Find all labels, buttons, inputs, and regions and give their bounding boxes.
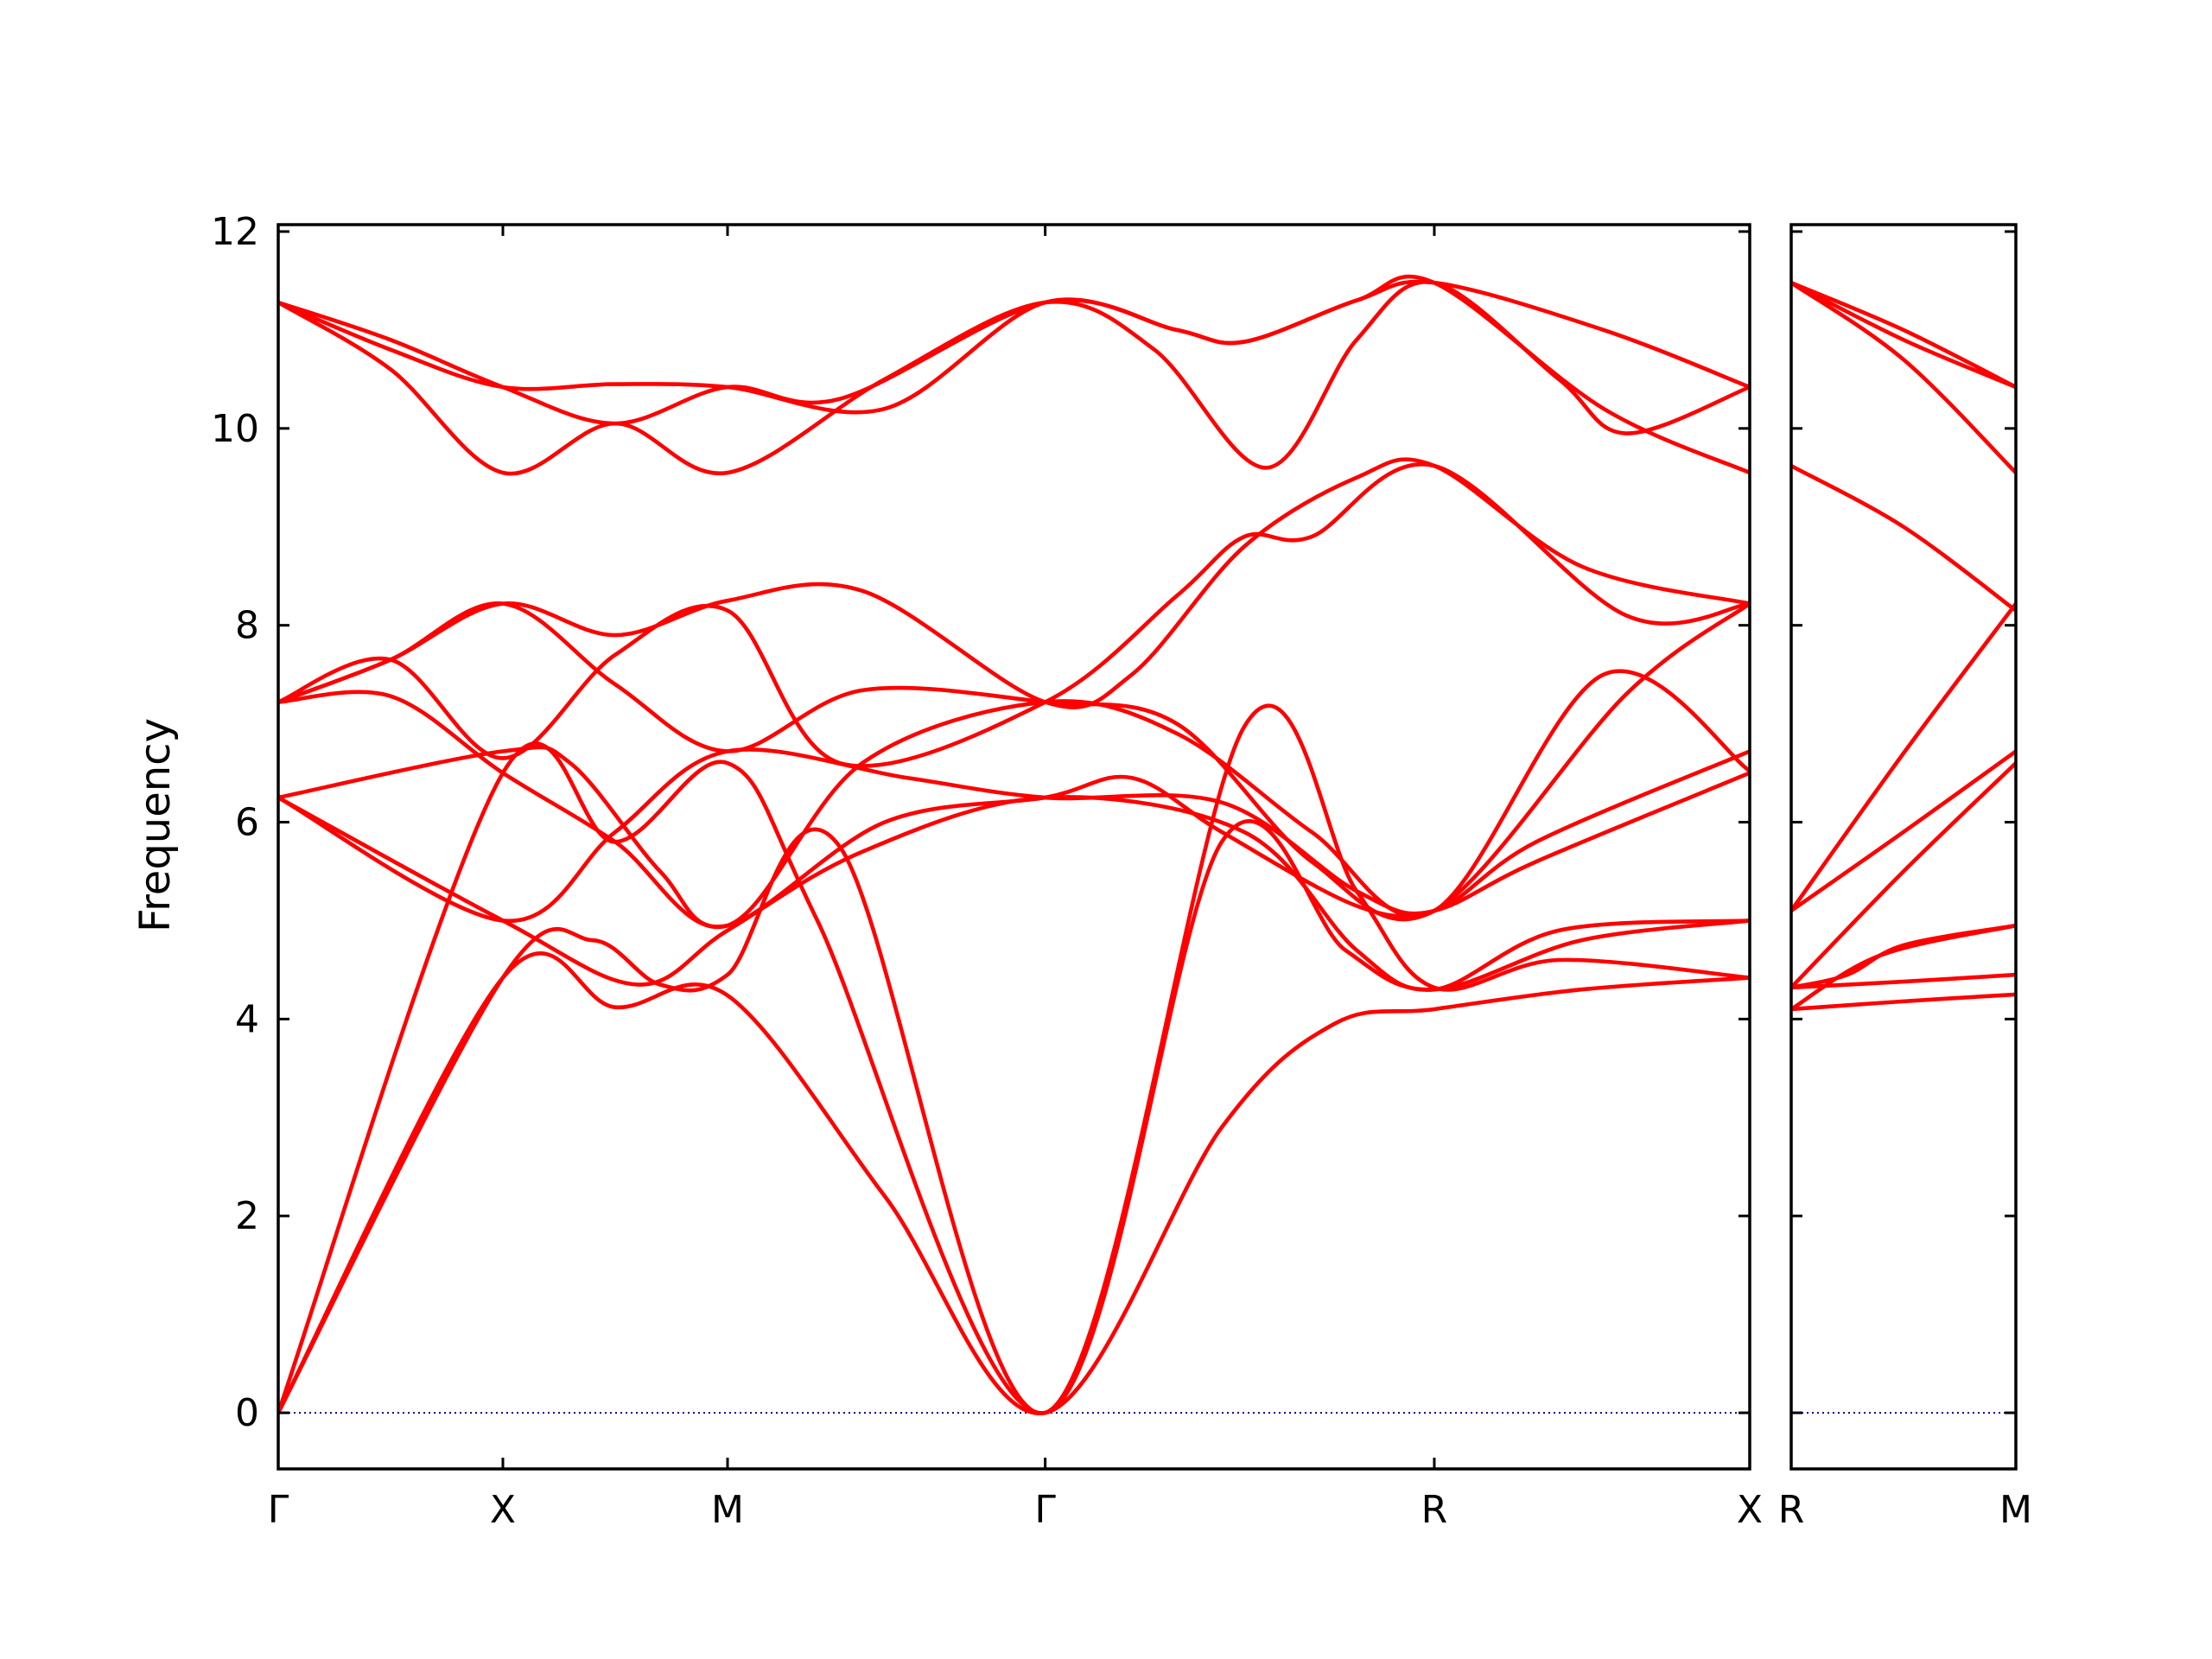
y-tick-label: 12 <box>211 210 259 254</box>
band-line-4 <box>1791 923 2016 990</box>
x-tick-label: M <box>1999 1488 2032 1532</box>
band-line-2 <box>1791 972 2016 990</box>
plot-frame <box>1789 223 2018 1471</box>
band-series-group <box>1791 280 2016 1012</box>
x-tick-label: R <box>1421 1488 1448 1532</box>
main-panel: 0 2 4 6 8 10 12 Γ X M Γ R X <box>211 210 1763 1532</box>
x-tick-label: X <box>1737 1488 1763 1532</box>
x-tick-label: Γ <box>1034 1488 1056 1532</box>
y-axis-label: Frequency <box>131 718 180 932</box>
y-tick-label: 4 <box>235 997 259 1041</box>
band-line-6 <box>278 745 1750 929</box>
band-line-10 <box>1791 280 2016 390</box>
y-tick-label: 6 <box>235 801 259 845</box>
x-tick-label: M <box>711 1488 744 1532</box>
band-line-7 <box>1791 601 2016 913</box>
band-line-1 <box>278 951 1750 1415</box>
band-line-1 <box>1791 992 2016 1012</box>
x-tick-label: Γ <box>268 1488 289 1532</box>
y-tick-label: 10 <box>211 407 259 451</box>
band-line-11 <box>1791 280 2016 390</box>
x-tick-label: R <box>1778 1488 1805 1532</box>
band-line-6 <box>1791 749 2016 913</box>
band-line-8 <box>1791 463 2016 613</box>
band-line-7 <box>278 669 1750 930</box>
y-tick-label: 2 <box>235 1194 259 1238</box>
band-line-5 <box>278 747 1750 923</box>
y-tick-label: 8 <box>235 604 259 648</box>
band-line-9 <box>1791 280 2016 475</box>
band-line-2 <box>278 703 1750 1415</box>
band-series-group <box>278 274 1750 1415</box>
y-tick-label: 0 <box>235 1391 259 1435</box>
band-line-10 <box>278 457 1750 709</box>
plot-frame <box>276 223 1751 1471</box>
band-line-13 <box>278 279 1750 426</box>
band-line-5 <box>1791 760 2016 990</box>
x-tick-label: X <box>490 1488 516 1532</box>
